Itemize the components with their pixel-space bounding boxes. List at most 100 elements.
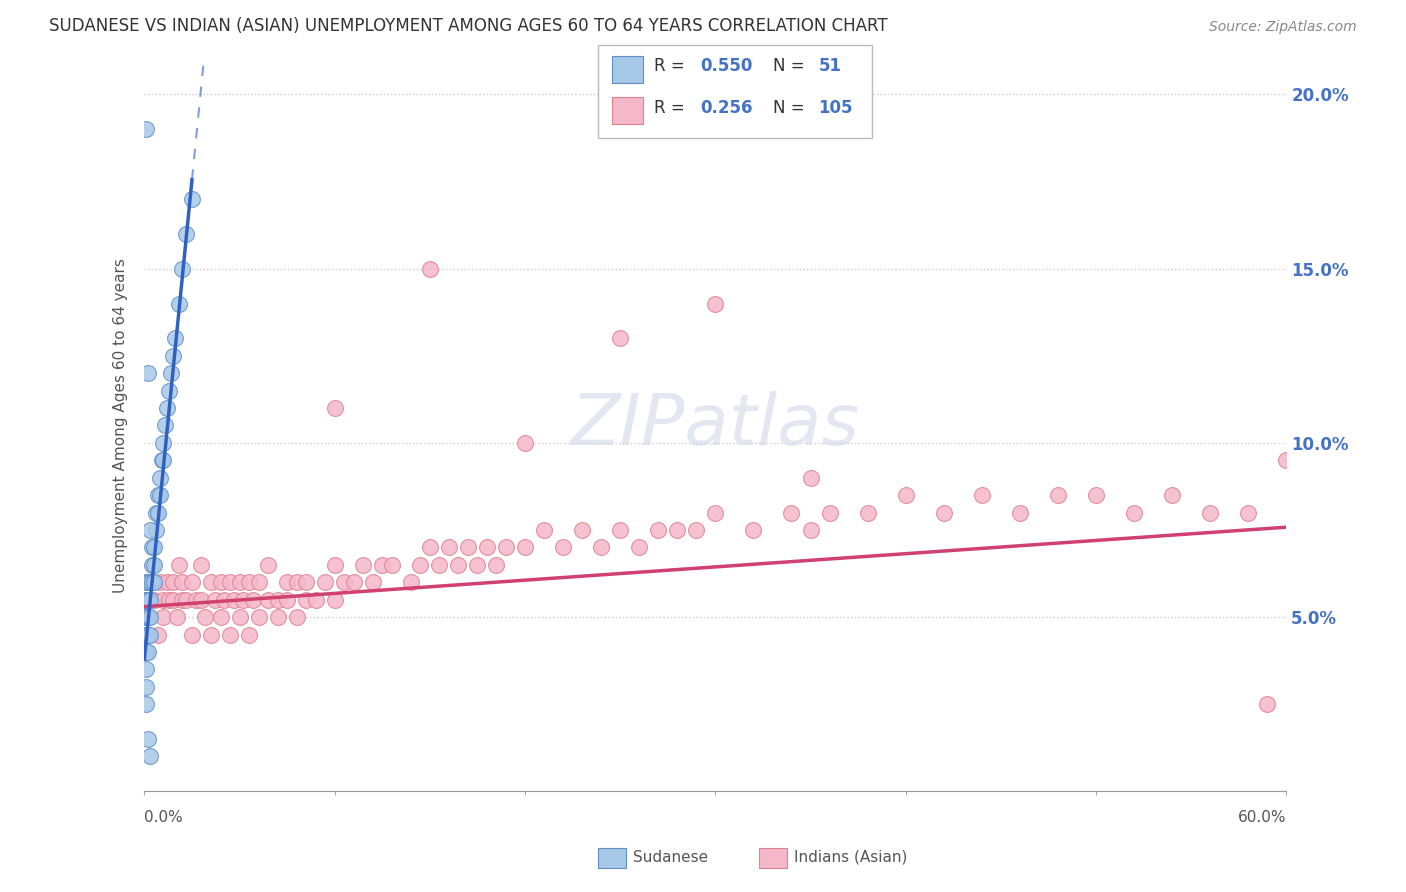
Point — [150, 453, 173, 467]
Point — [209, 575, 232, 590]
Point — [139, 575, 162, 590]
Point — [323, 558, 346, 572]
Point — [429, 558, 451, 572]
Point — [513, 435, 536, 450]
Point — [135, 680, 157, 694]
Point — [141, 558, 163, 572]
Point — [323, 592, 346, 607]
Point — [276, 575, 298, 590]
Point — [135, 645, 157, 659]
Point — [146, 488, 169, 502]
Point — [228, 610, 250, 624]
Point — [135, 592, 157, 607]
Point — [135, 645, 157, 659]
Point — [209, 610, 232, 624]
Point — [513, 541, 536, 555]
Point — [799, 471, 821, 485]
Point — [146, 627, 169, 641]
Point — [609, 331, 631, 345]
Point — [136, 645, 159, 659]
Point — [162, 349, 184, 363]
Point — [276, 592, 298, 607]
Point — [295, 592, 318, 607]
Point — [399, 575, 422, 590]
Point — [571, 523, 593, 537]
Point — [172, 261, 194, 276]
Point — [437, 541, 460, 555]
Y-axis label: Unemployment Among Ages 60 to 64 years: Unemployment Among Ages 60 to 64 years — [114, 258, 128, 593]
Point — [457, 541, 479, 555]
Point — [485, 558, 508, 572]
Point — [135, 592, 157, 607]
Text: N =: N = — [773, 99, 810, 117]
Point — [200, 627, 222, 641]
Point — [323, 401, 346, 415]
Point — [285, 610, 308, 624]
Text: N =: N = — [773, 57, 810, 75]
Point — [381, 558, 404, 572]
Point — [152, 610, 174, 624]
Text: ZIPatlas: ZIPatlas — [571, 391, 860, 460]
Point — [247, 575, 270, 590]
Text: R =: R = — [654, 57, 690, 75]
Point — [152, 435, 174, 450]
Point — [266, 610, 288, 624]
Point — [228, 575, 250, 590]
Point — [142, 592, 165, 607]
Point — [162, 592, 184, 607]
Point — [135, 610, 157, 624]
Point — [135, 627, 157, 641]
Point — [167, 296, 190, 310]
Point — [141, 541, 163, 555]
Text: 105: 105 — [818, 99, 853, 117]
Point — [135, 575, 157, 590]
Point — [162, 575, 184, 590]
Point — [666, 523, 689, 537]
Point — [361, 575, 384, 590]
Point — [704, 296, 727, 310]
Point — [145, 523, 167, 537]
Point — [136, 575, 159, 590]
Point — [194, 610, 217, 624]
Point — [409, 558, 432, 572]
Text: 60.0%: 60.0% — [1237, 810, 1286, 824]
Point — [238, 575, 260, 590]
Point — [172, 575, 194, 590]
Point — [222, 592, 245, 607]
Point — [214, 592, 236, 607]
Text: Indians (Asian): Indians (Asian) — [794, 850, 908, 864]
Point — [447, 558, 470, 572]
Point — [174, 592, 197, 607]
Point — [295, 575, 318, 590]
Point — [135, 122, 157, 136]
Point — [1256, 697, 1278, 711]
Point — [136, 366, 159, 380]
Text: Sudanese: Sudanese — [633, 850, 707, 864]
Point — [704, 506, 727, 520]
Point — [157, 384, 180, 398]
Point — [591, 541, 613, 555]
Point — [135, 592, 157, 607]
Point — [247, 610, 270, 624]
Point — [136, 627, 159, 641]
Point — [970, 488, 993, 502]
Point — [139, 523, 162, 537]
Point — [204, 592, 226, 607]
Point — [314, 575, 336, 590]
Point — [200, 575, 222, 590]
Point — [1161, 488, 1184, 502]
Point — [166, 610, 188, 624]
Point — [156, 575, 179, 590]
Point — [238, 627, 260, 641]
Point — [232, 592, 254, 607]
Point — [181, 627, 204, 641]
Point — [1237, 506, 1260, 520]
Point — [685, 523, 707, 537]
Point — [181, 192, 204, 206]
Point — [139, 610, 162, 624]
Point — [1275, 453, 1298, 467]
Point — [894, 488, 917, 502]
Point — [160, 366, 183, 380]
Point — [475, 541, 498, 555]
Point — [145, 506, 167, 520]
